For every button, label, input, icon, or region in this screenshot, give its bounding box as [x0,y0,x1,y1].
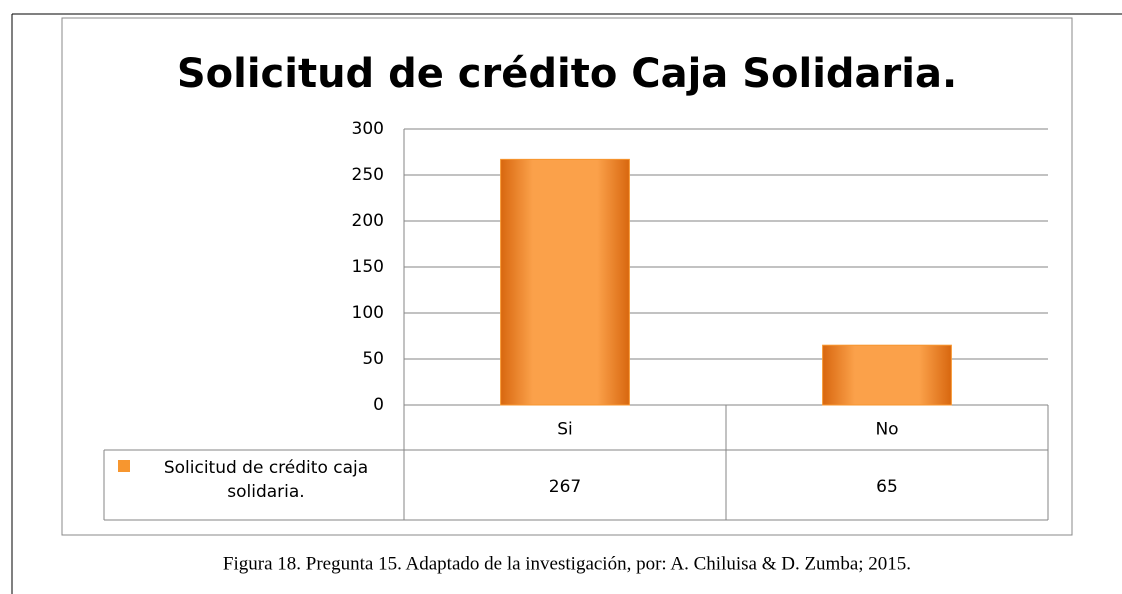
legend-label-box: Solicitud de crédito caja solidaria. [163,458,369,502]
x-tick-label: No [875,420,898,440]
y-tick-label: 0 [373,395,384,415]
y-tick-label: 150 [352,257,384,277]
table-value: 65 [876,477,898,497]
y-tick-label: 300 [352,119,384,139]
legend-swatch [118,460,130,472]
table-value: 267 [549,477,581,497]
bar [500,158,630,406]
x-tick-label: Si [557,420,573,440]
legend-label: Solicitud de crédito caja solidaria. [163,458,369,502]
bar [822,344,952,406]
y-tick-label: 100 [352,303,384,323]
y-tick-label: 200 [352,211,384,231]
chart-title: Solicitud de crédito Caja Solidaria. [177,51,957,97]
caption: Figura 18. Pregunta 15. Adaptado de la i… [223,553,911,574]
y-tick-label: 50 [362,349,384,369]
y-tick-label: 250 [352,165,384,185]
